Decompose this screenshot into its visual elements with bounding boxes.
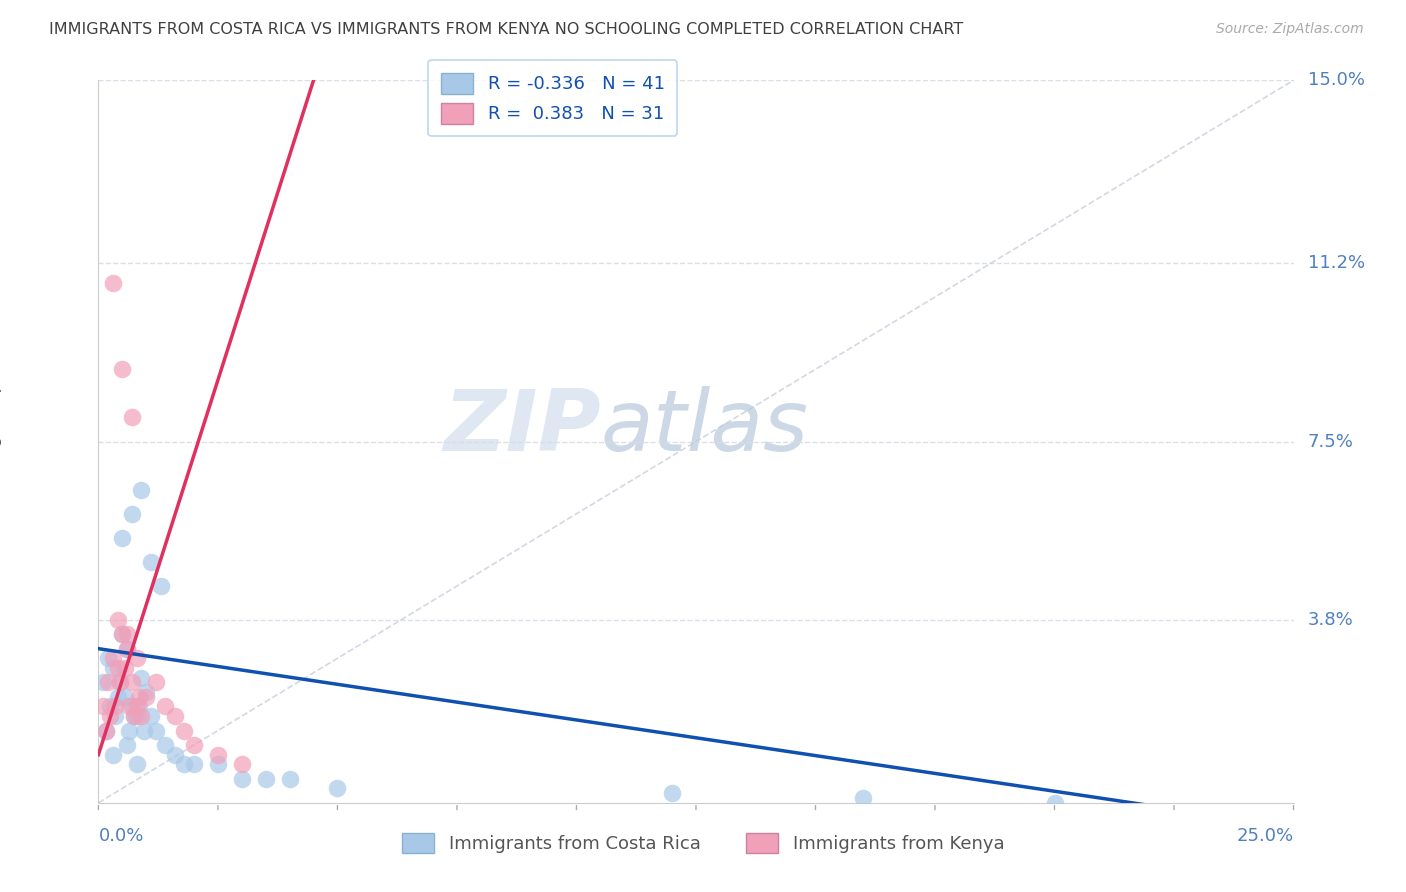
Point — [115, 627, 138, 641]
Point — [108, 675, 131, 690]
Point — [132, 723, 155, 738]
Point — [278, 772, 301, 786]
Point — [173, 723, 195, 738]
Point — [183, 757, 205, 772]
Text: 15.0%: 15.0% — [1308, 71, 1365, 89]
Point — [94, 723, 117, 738]
Point — [124, 709, 146, 723]
Point — [101, 276, 124, 290]
Point — [125, 699, 148, 714]
Point — [101, 661, 124, 675]
Point — [131, 671, 153, 685]
Point — [91, 699, 114, 714]
Point — [149, 579, 172, 593]
Point — [98, 699, 122, 714]
Point — [108, 675, 131, 690]
Point — [107, 690, 129, 704]
Point — [128, 690, 150, 704]
Point — [173, 757, 195, 772]
Point — [135, 690, 157, 704]
Point — [111, 627, 134, 641]
Point — [104, 709, 127, 723]
Point — [231, 772, 253, 786]
Point — [121, 699, 143, 714]
Legend: R = -0.336   N = 41, R =  0.383   N = 31: R = -0.336 N = 41, R = 0.383 N = 31 — [427, 61, 678, 136]
Point — [145, 723, 167, 738]
Point — [101, 651, 124, 665]
Point — [121, 410, 143, 425]
Text: 25.0%: 25.0% — [1236, 827, 1294, 845]
Point — [101, 747, 124, 762]
Point — [121, 507, 143, 521]
Text: ZIP: ZIP — [443, 385, 600, 468]
Text: No Schooling Completed: No Schooling Completed — [0, 340, 3, 543]
Point — [115, 641, 138, 656]
Point — [97, 651, 120, 665]
Point — [163, 747, 186, 762]
Legend: Immigrants from Costa Rica, Immigrants from Kenya: Immigrants from Costa Rica, Immigrants f… — [395, 825, 1011, 861]
Point — [107, 613, 129, 627]
Point — [118, 699, 141, 714]
Point — [97, 675, 120, 690]
Point — [91, 675, 114, 690]
Point — [121, 675, 143, 690]
Point — [139, 709, 162, 723]
Point — [231, 757, 253, 772]
Text: Source: ZipAtlas.com: Source: ZipAtlas.com — [1216, 22, 1364, 37]
Point — [131, 483, 153, 497]
Point — [114, 661, 136, 675]
Point — [155, 738, 177, 752]
Point — [183, 738, 205, 752]
Point — [107, 661, 129, 675]
Point — [139, 555, 162, 569]
Point — [98, 709, 122, 723]
Text: IMMIGRANTS FROM COSTA RICA VS IMMIGRANTS FROM KENYA NO SCHOOLING COMPLETED CORRE: IMMIGRANTS FROM COSTA RICA VS IMMIGRANTS… — [49, 22, 963, 37]
Point — [1043, 796, 1066, 810]
Point — [124, 709, 146, 723]
Point — [852, 791, 875, 805]
Text: 11.2%: 11.2% — [1308, 254, 1365, 272]
Point — [326, 781, 349, 796]
Point — [118, 723, 141, 738]
Point — [104, 699, 127, 714]
Point — [125, 709, 148, 723]
Point — [115, 738, 138, 752]
Point — [131, 709, 153, 723]
Text: atlas: atlas — [600, 385, 808, 468]
Point — [125, 651, 148, 665]
Point — [207, 757, 229, 772]
Text: 0.0%: 0.0% — [98, 827, 143, 845]
Point — [114, 690, 136, 704]
Point — [661, 786, 683, 800]
Point — [128, 699, 150, 714]
Point — [155, 699, 177, 714]
Point — [111, 362, 134, 376]
Point — [163, 709, 186, 723]
Point — [115, 641, 138, 656]
Point — [94, 723, 117, 738]
Point — [111, 531, 134, 545]
Point — [254, 772, 277, 786]
Point — [135, 685, 157, 699]
Point — [145, 675, 167, 690]
Point — [111, 627, 134, 641]
Text: 3.8%: 3.8% — [1308, 611, 1354, 629]
Point — [207, 747, 229, 762]
Text: 7.5%: 7.5% — [1308, 433, 1354, 450]
Point — [125, 757, 148, 772]
